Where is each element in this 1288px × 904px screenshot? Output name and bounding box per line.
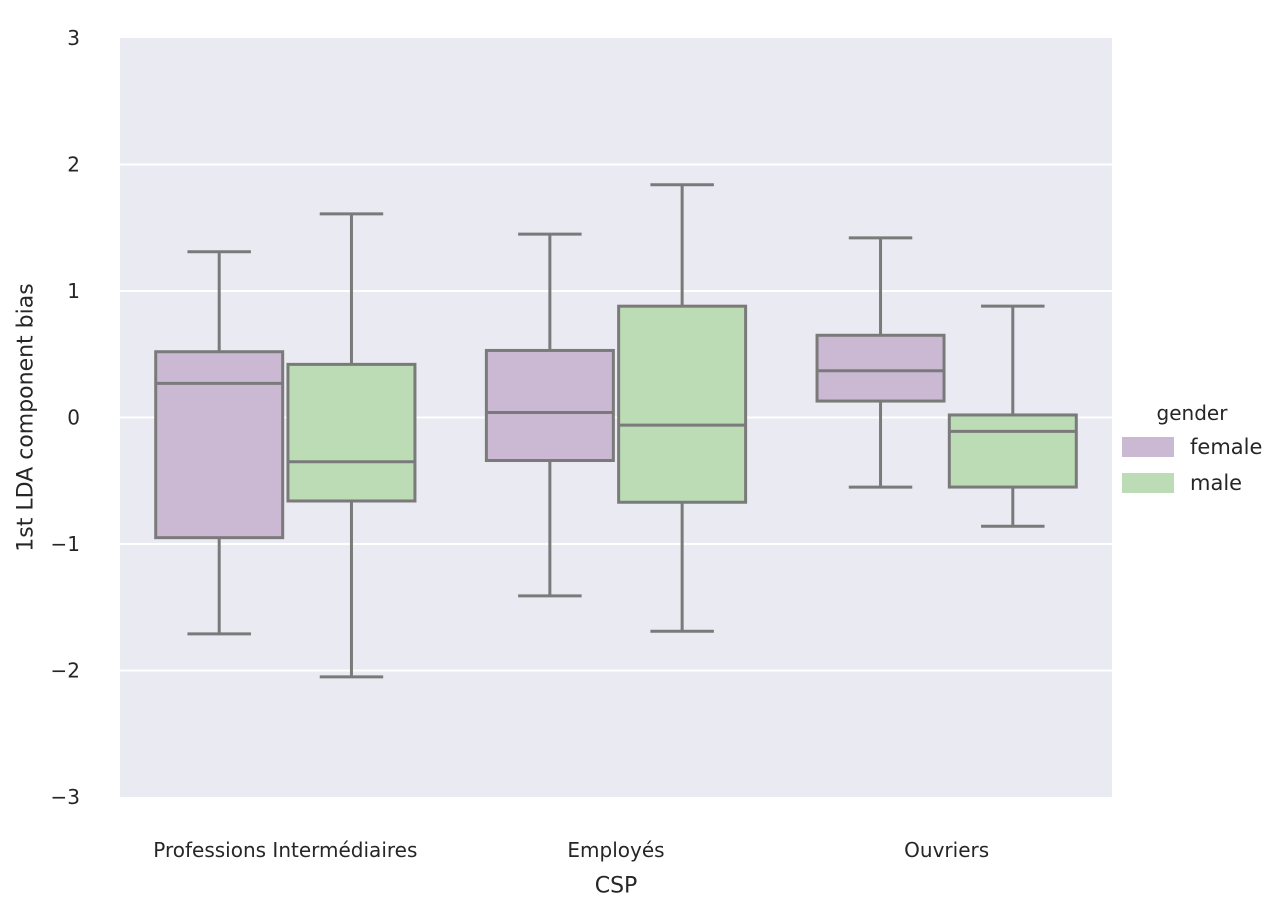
box-iqr: [484, 348, 615, 463]
box-female: [154, 250, 285, 636]
box-male: [947, 304, 1078, 528]
y-tick-label: −1: [51, 532, 80, 556]
legend: gender female male: [1122, 401, 1262, 495]
y-tick-labels: −3 −2 −1 0 1 2 3: [51, 26, 80, 809]
boxes: [154, 183, 1078, 679]
y-tick-label: 2: [67, 153, 80, 177]
legend-title: gender: [1157, 401, 1229, 425]
grid-lines: [120, 163, 1112, 672]
y-tick-label: 3: [67, 26, 80, 50]
x-axis-label: CSP: [595, 874, 638, 899]
y-tick-label: −3: [51, 785, 80, 809]
box-iqr: [154, 350, 285, 540]
box-male: [617, 183, 748, 633]
legend-label-male: male: [1190, 471, 1242, 495]
x-tick-label: Professions Intermédiaires: [153, 838, 417, 862]
box-iqr: [617, 304, 748, 504]
legend-label-female: female: [1190, 435, 1262, 459]
x-tick-label: Ouvriers: [904, 838, 989, 862]
box-female: [484, 232, 615, 598]
x-tick-labels: Professions Intermédiaires Employés Ouvrie…: [153, 838, 989, 862]
legend-swatch-male: [1122, 473, 1174, 493]
y-tick-label: 0: [67, 406, 80, 430]
box-female: [815, 236, 946, 489]
box-iqr: [286, 362, 417, 503]
box-iqr: [947, 413, 1078, 489]
y-tick-label: 1: [67, 279, 80, 303]
box-iqr: [815, 333, 946, 403]
y-axis-label: 1st LDA component bias: [14, 283, 39, 551]
y-tick-label: −2: [51, 659, 80, 683]
box-male: [286, 212, 417, 679]
legend-swatch-female: [1122, 437, 1174, 457]
x-tick-label: Employés: [567, 838, 664, 862]
